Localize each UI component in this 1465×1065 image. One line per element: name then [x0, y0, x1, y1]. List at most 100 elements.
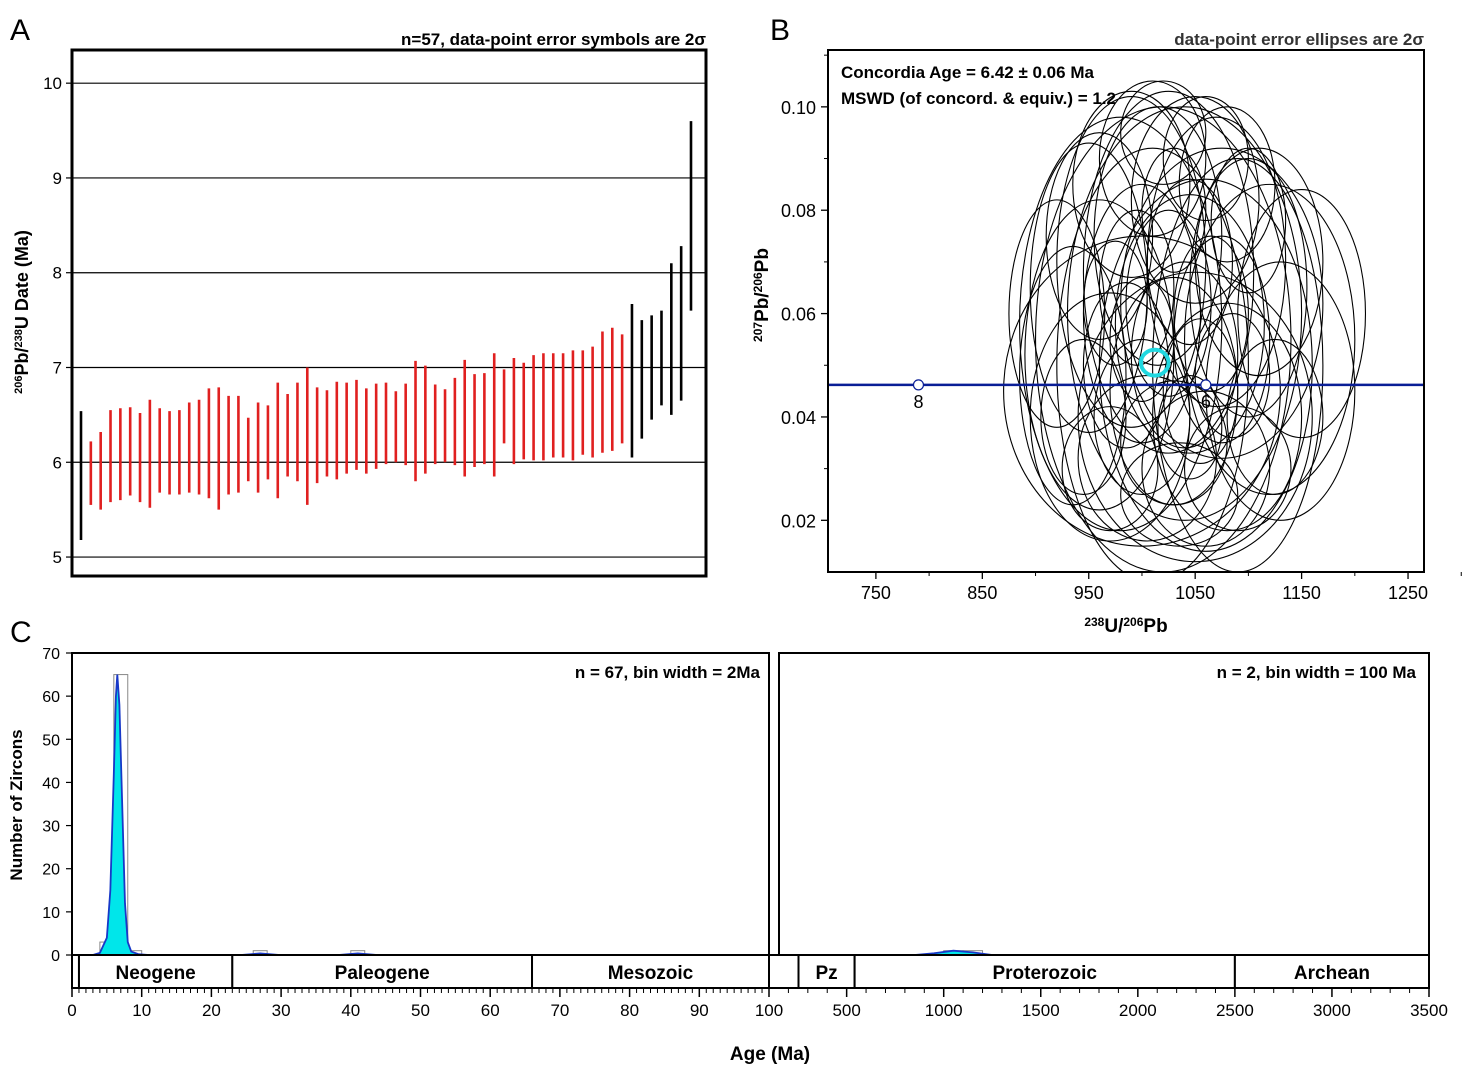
panel-b-label: B — [770, 14, 790, 47]
data-error-ellipse — [1040, 338, 1127, 496]
timescale-unit — [71, 954, 80, 989]
panel-c-y-tick-label: 40 — [42, 775, 60, 792]
panel-a-label: A — [10, 14, 30, 47]
panel-a-frame — [70, 48, 708, 578]
panel-b-y-tick-label: 0.08 — [781, 201, 816, 221]
data-error-ellipse — [1056, 95, 1207, 428]
panel-a-y-tick-label: 8 — [53, 264, 62, 283]
panel-c-y-tick-label: 50 — [42, 732, 60, 749]
panel-c-y-tick-labels: 0 10 20 30 40 50 60 70 — [42, 646, 72, 965]
b-ylabel-sup1: 207 — [751, 322, 765, 342]
panel-c-histograms: C n = 67, bin width = 2Ma n = 2, bin wid… — [7, 616, 1448, 1065]
panel-b-frame — [827, 49, 1425, 573]
b-ylabel-text2: Pb — [752, 248, 773, 272]
panel-a-gridlines — [66, 82, 706, 558]
data-error-ellipse — [1098, 80, 1207, 237]
data-error-ellipse — [1066, 106, 1303, 521]
data-error-ellipse — [1072, 90, 1191, 278]
age-axis-tick-label: 90 — [690, 1001, 709, 1020]
panel-b-x-tick-label: 1050 — [1175, 583, 1215, 603]
panel-b-y-tick-label: 0.04 — [781, 408, 816, 428]
panel-c-y-tick-label: 70 — [42, 646, 60, 663]
panel-c-left-plot — [92, 674, 379, 956]
timescale-unit-label: Archean — [1294, 963, 1370, 984]
age-axis-tick-label: 50 — [411, 1001, 430, 1020]
data-error-ellipse — [1157, 375, 1223, 480]
panel-b-x-tick-label: 850 — [967, 583, 997, 603]
panel-b-tick-labels: 750 850 950 1050 1150 1250 0.02 0.04 0.06 0.08 0.1… — [781, 54, 1462, 603]
data-error-ellipse — [1061, 406, 1159, 532]
age-axis-tick-label: 0 — [67, 1001, 76, 1020]
panel-b-x-tick-label: 950 — [1074, 583, 1104, 603]
data-error-ellipse — [1120, 442, 1239, 547]
age-axis-tick-label: 500 — [832, 1001, 860, 1020]
data-error-ellipse — [1109, 276, 1175, 402]
panel-a-y-axis-label: 206Pb/238U Date (Ma) — [12, 230, 32, 394]
age-axis-tick-label: 10 — [132, 1001, 151, 1020]
panel-a-annotation: n=57, data-point error symbols are 2σ — [401, 30, 706, 49]
panel-c-right-annotation: n = 2, bin width = 100 Ma — [1217, 663, 1417, 682]
panel-a-y-tick-label: 9 — [53, 169, 62, 188]
timescale-unit-label: Proterozoic — [992, 963, 1097, 984]
panel-c-y-tick-label: 60 — [42, 689, 60, 706]
panel-a-y-tick-labels: 5 6 7 8 9 10 — [43, 74, 62, 567]
timescale-unit — [1233, 954, 1430, 989]
panel-c-y-tick-label: 30 — [42, 819, 60, 836]
b-ylabel-text1: Pb/ — [752, 292, 773, 322]
data-error-ellipse — [1056, 147, 1249, 572]
data-error-ellipse — [1226, 338, 1324, 496]
panel-c-x-axis-label: Age (Ma) — [730, 1044, 810, 1065]
a-ylabel-text1: Pb/ — [12, 348, 32, 376]
panel-b-y-tick-label: 0.02 — [781, 511, 816, 531]
data-error-ellipse — [1019, 116, 1223, 532]
age-axis-tick-label: 1000 — [925, 1001, 963, 1020]
panel-b-y-tick-label: 0.10 — [781, 98, 816, 118]
panel-a-ranked-dates: A n=57, data-point error symbols are 2σ … — [10, 14, 708, 578]
data-error-ellipse — [1120, 80, 1207, 185]
timescale-unit — [768, 954, 800, 989]
age-axis-tick-label: 60 — [481, 1001, 500, 1020]
panel-a-y-tick-label: 10 — [43, 74, 62, 93]
data-error-ellipse — [1082, 240, 1148, 366]
data-error-ellipse — [1183, 406, 1292, 532]
panel-a-y-tick-label: 7 — [53, 358, 62, 377]
concordia-age-ellipse — [1138, 347, 1171, 378]
b-ylabel-sup2: 206 — [751, 272, 765, 292]
panel-a-error-bars — [79, 121, 693, 540]
timescale-unit-label: Neogene — [116, 963, 196, 984]
panel-c-left-annotation: n = 67, bin width = 2Ma — [575, 663, 761, 682]
age-axis-tick-label: 100 — [755, 1001, 783, 1020]
concordia-age-marker — [1200, 379, 1212, 391]
panel-c-right-frame — [778, 652, 1430, 956]
age-axis-tick-label: 70 — [550, 1001, 569, 1020]
panel-a-y-tick-label: 6 — [53, 453, 62, 472]
data-error-ellipse — [1210, 147, 1287, 294]
age-axis-tick-label: 3500 — [1410, 1001, 1448, 1020]
data-error-ellipse — [1194, 147, 1324, 377]
data-error-ellipse — [1082, 90, 1255, 454]
panel-c-y-axis-label: Number of Zircons — [7, 729, 26, 880]
a-ylabel-sup1: 206 — [13, 376, 25, 394]
panel-a-y-tick-label: 5 — [53, 548, 62, 567]
timescale-unit-label: Pz — [815, 963, 837, 984]
age-axis-tick-label: 40 — [341, 1001, 360, 1020]
data-error-ellipse — [1173, 235, 1249, 392]
panel-c-y-tick-label: 10 — [42, 905, 60, 922]
timescale-unit — [853, 954, 1236, 989]
data-error-ellipse — [1125, 209, 1212, 397]
b-xlabel-sup2: 206 — [1123, 615, 1143, 629]
data-error-ellipse — [1130, 261, 1239, 449]
concordia-age-marker-label: 6 — [1201, 392, 1211, 412]
panel-b-x-axis-label: 238U/206Pb — [1084, 615, 1167, 637]
data-error-ellipse — [1178, 106, 1276, 263]
panel-c-left-frame — [71, 652, 770, 956]
concordia-age-text: Concordia Age = 6.42 ± 0.06 Ma — [841, 63, 1094, 82]
data-error-ellipse — [1237, 188, 1367, 439]
panel-b-x-tick-label: 1250 — [1388, 583, 1428, 603]
data-error-ellipse — [1098, 209, 1175, 366]
concordia-age-marker-label: 8 — [913, 392, 923, 412]
timescale-unit — [531, 954, 771, 989]
